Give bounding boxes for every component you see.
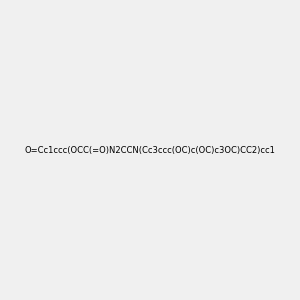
Text: O=Cc1ccc(OCC(=O)N2CCN(Cc3ccc(OC)c(OC)c3OC)CC2)cc1: O=Cc1ccc(OCC(=O)N2CCN(Cc3ccc(OC)c(OC)c3O…: [25, 146, 275, 154]
